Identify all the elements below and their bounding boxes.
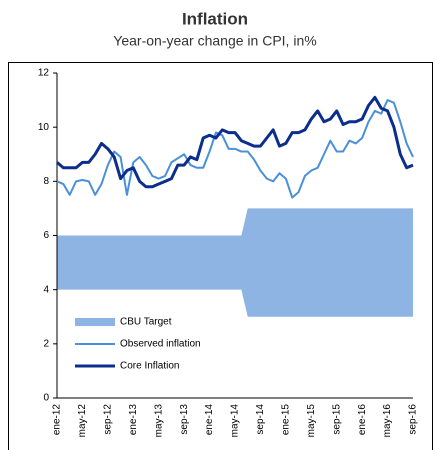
chart-title: Inflation xyxy=(182,9,248,28)
y-tick-label: 6 xyxy=(43,230,49,241)
target-band xyxy=(57,208,413,317)
x-tick-label: ene-16 xyxy=(357,404,368,436)
x-tick-label: ene-12 xyxy=(52,404,63,436)
x-tick-label: may-13 xyxy=(153,404,164,438)
x-tick-label: ene-14 xyxy=(204,404,215,436)
x-tick-label: sep-16 xyxy=(408,404,419,435)
y-tick-label: 4 xyxy=(43,284,49,295)
x-tick-label: ene-15 xyxy=(280,404,291,436)
x-tick-label: sep-14 xyxy=(255,404,266,435)
series-line xyxy=(56,95,414,189)
y-tick-label: 12 xyxy=(38,68,50,79)
x-tick-label: ene-13 xyxy=(128,404,139,436)
chart-subtitle: Year-on-year change in CPI, in% xyxy=(113,33,316,49)
x-tick-label: may-14 xyxy=(230,404,241,438)
x-tick-label: may-12 xyxy=(77,404,88,438)
x-tick-label: sep-15 xyxy=(331,404,342,435)
y-tick-label: 10 xyxy=(38,122,50,133)
legend-label: CBU Target xyxy=(120,317,172,328)
y-tick-label: 2 xyxy=(43,338,49,349)
x-tick-label: sep-12 xyxy=(102,404,113,435)
series-line xyxy=(56,99,414,199)
legend-label: Core Inflation xyxy=(120,361,179,372)
y-tick-label: 0 xyxy=(43,393,49,404)
x-tick-label: may-15 xyxy=(306,404,317,438)
x-tick-label: may-16 xyxy=(382,404,393,438)
y-tick-label: 8 xyxy=(43,176,49,187)
legend-label: Observed inflation xyxy=(120,339,201,350)
legend-swatch xyxy=(75,318,115,326)
x-tick-label: sep-13 xyxy=(179,404,190,435)
